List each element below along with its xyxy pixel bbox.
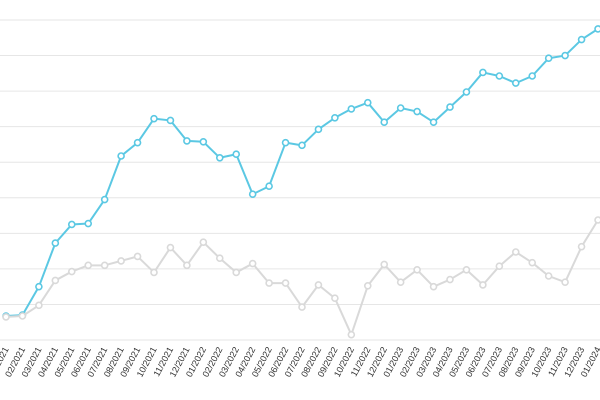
data-point xyxy=(199,238,208,247)
data-point xyxy=(265,279,273,287)
data-point xyxy=(133,138,142,147)
data-point xyxy=(429,118,438,127)
data-point xyxy=(347,105,356,113)
data-point xyxy=(495,72,504,80)
data-point xyxy=(479,281,487,289)
gridlines xyxy=(0,19,600,341)
data-point xyxy=(117,257,125,265)
data-point xyxy=(51,239,60,247)
data-point xyxy=(462,88,471,96)
data-point xyxy=(166,243,175,252)
data-point xyxy=(331,294,339,303)
data-point xyxy=(363,281,372,290)
data-point xyxy=(561,51,569,60)
data-point xyxy=(396,104,405,112)
data-point xyxy=(347,330,356,339)
data-point xyxy=(314,281,323,289)
data-point xyxy=(150,114,158,123)
data-point xyxy=(133,252,142,261)
series-group xyxy=(2,25,600,339)
data-point xyxy=(511,79,520,87)
data-point xyxy=(35,282,43,291)
data-point xyxy=(100,195,109,204)
data-point xyxy=(51,276,60,285)
data-point xyxy=(495,262,504,271)
data-point xyxy=(396,278,405,287)
series-line xyxy=(5,219,599,336)
data-point xyxy=(265,182,273,191)
data-point xyxy=(594,25,600,33)
data-point xyxy=(380,118,389,127)
data-point xyxy=(215,254,224,263)
data-point xyxy=(528,72,537,80)
data-point xyxy=(166,116,175,125)
data-point xyxy=(298,303,306,311)
data-point xyxy=(413,265,421,274)
data-point xyxy=(84,219,93,228)
data-point xyxy=(429,282,438,291)
data-point xyxy=(298,141,306,150)
data-point xyxy=(281,138,290,147)
data-point xyxy=(577,242,586,251)
series-1 xyxy=(2,25,600,320)
data-point xyxy=(199,137,208,146)
data-point xyxy=(363,98,372,107)
series-line xyxy=(5,28,599,317)
data-point xyxy=(331,113,339,122)
data-point xyxy=(413,107,421,116)
data-point xyxy=(18,312,27,320)
data-point xyxy=(479,68,487,77)
data-point xyxy=(314,125,323,134)
data-point xyxy=(577,35,586,44)
data-point xyxy=(544,272,553,280)
x-axis: 01/202102/202103/202104/202105/202106/20… xyxy=(0,345,600,378)
data-point xyxy=(446,275,454,284)
data-point xyxy=(462,265,471,274)
data-point xyxy=(594,216,600,224)
data-point xyxy=(67,220,76,229)
data-point xyxy=(561,278,569,287)
data-point xyxy=(528,258,537,267)
data-point xyxy=(2,313,10,321)
data-point xyxy=(544,54,553,63)
data-point xyxy=(446,103,454,111)
data-point xyxy=(248,190,257,199)
data-point xyxy=(232,268,241,277)
data-point xyxy=(183,261,191,270)
data-point xyxy=(511,248,520,256)
data-point xyxy=(215,153,224,162)
data-point xyxy=(100,261,109,270)
data-point xyxy=(281,279,290,287)
data-point xyxy=(150,268,158,277)
data-point xyxy=(84,261,93,270)
series-2 xyxy=(2,216,600,339)
data-point xyxy=(183,137,191,145)
data-point xyxy=(248,259,257,268)
data-point xyxy=(232,150,241,159)
data-point xyxy=(35,301,43,310)
data-point xyxy=(380,260,389,269)
data-point xyxy=(67,267,76,276)
data-point xyxy=(117,152,125,160)
